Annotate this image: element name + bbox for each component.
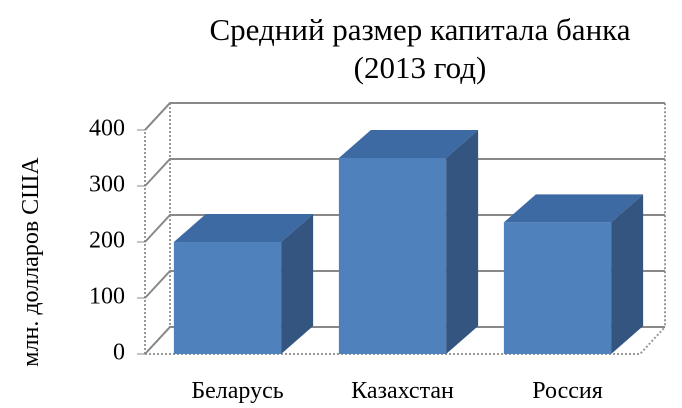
grid-line xyxy=(144,214,665,243)
chart-title: (2013 год) xyxy=(354,50,487,85)
chart-title: Средний размер капитала банка xyxy=(209,12,630,47)
grid-line xyxy=(144,158,665,187)
x-tick-label: Беларусь xyxy=(191,378,283,404)
x-tick-label: Россия xyxy=(532,378,603,404)
y-tick-label: 100 xyxy=(89,284,125,310)
grid-line xyxy=(144,102,665,131)
bar xyxy=(338,158,447,354)
bar xyxy=(503,222,612,354)
bar-side xyxy=(281,214,314,354)
bar xyxy=(173,242,282,354)
bar-top xyxy=(173,214,314,242)
y-tick-label: 0 xyxy=(113,340,125,366)
bar-side xyxy=(611,194,644,354)
bar-side xyxy=(446,130,479,354)
bar-top xyxy=(338,130,479,158)
x-tick-label: Казахстан xyxy=(351,378,454,404)
y-tick-label: 300 xyxy=(89,172,125,198)
grid-line xyxy=(144,326,665,355)
grid-line xyxy=(144,270,665,299)
bar-top xyxy=(503,194,644,223)
y-tick-label: 200 xyxy=(89,228,125,254)
y-axis-label: млн. долларов США xyxy=(18,157,44,367)
y-tick-label: 400 xyxy=(89,116,125,142)
